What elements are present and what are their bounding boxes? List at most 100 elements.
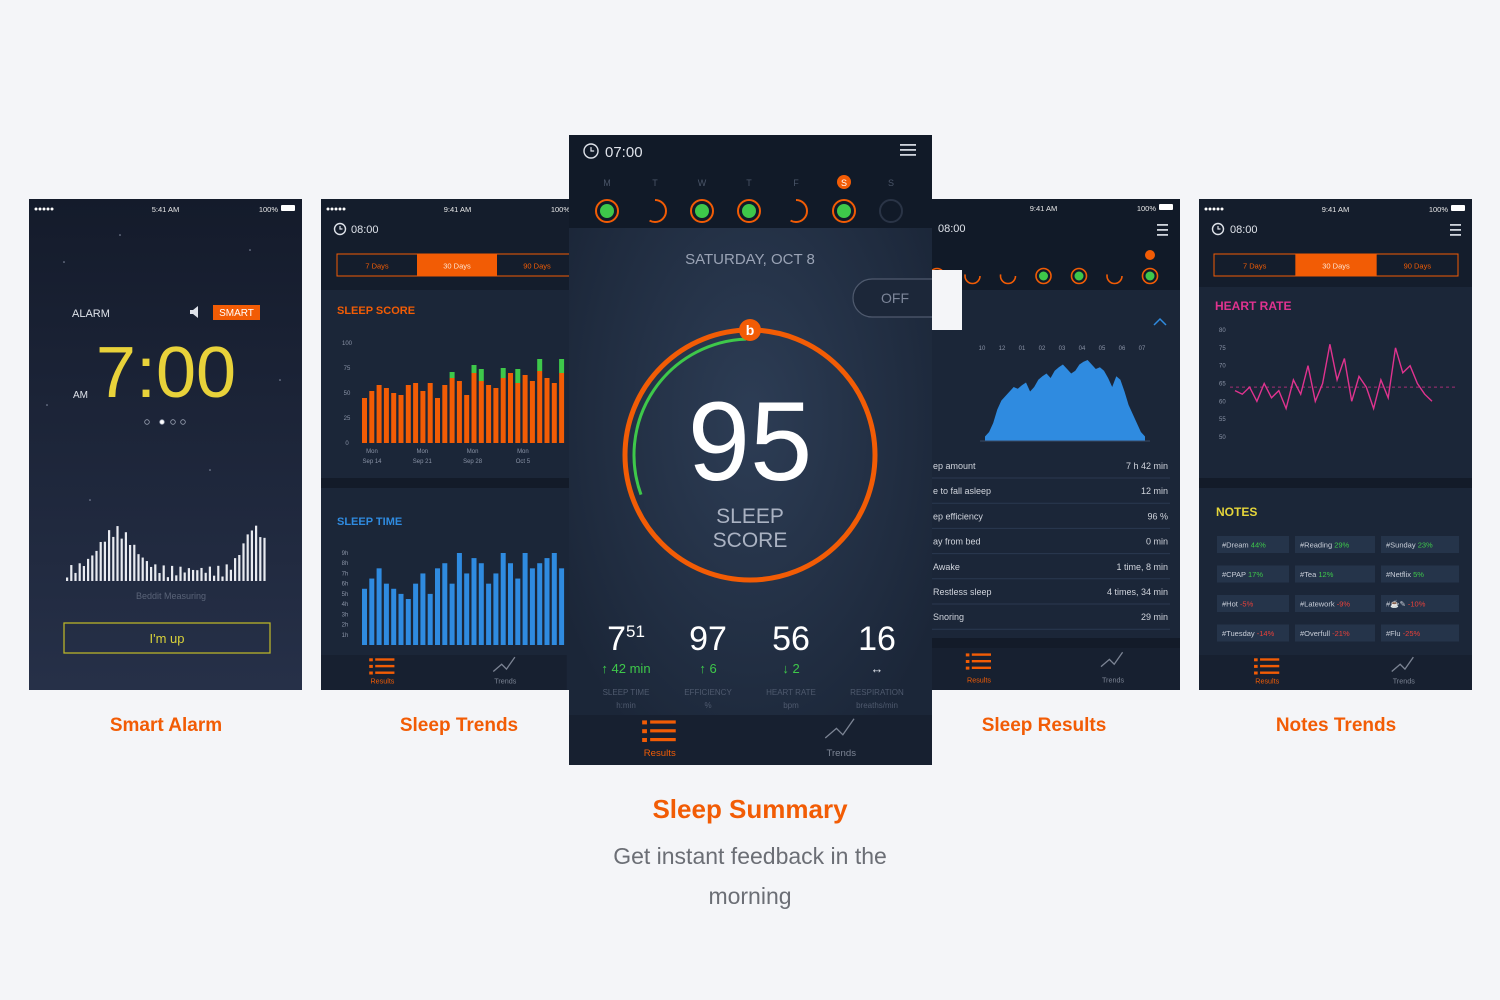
screen-caption: Sleep Results bbox=[982, 715, 1107, 736]
heart-rate-title: HEART RATE bbox=[1215, 299, 1291, 313]
score-tick-label: 50 bbox=[344, 391, 351, 397]
hour-label: 01 bbox=[1019, 346, 1026, 352]
star bbox=[249, 249, 251, 251]
bottom-nav bbox=[1199, 655, 1472, 690]
menu-icon bbox=[1157, 229, 1168, 231]
nav-results: Results bbox=[967, 675, 991, 684]
note-tag[interactable] bbox=[1381, 595, 1459, 612]
date-label: Sep 21 bbox=[413, 459, 433, 465]
note-tag[interactable] bbox=[1381, 565, 1459, 583]
note-tag-text: #Tea 12% bbox=[1300, 570, 1334, 579]
note-tag[interactable] bbox=[1217, 565, 1289, 583]
note-tag[interactable] bbox=[1217, 536, 1289, 553]
score-bar bbox=[456, 381, 462, 443]
measuring-status: Beddit Measuring bbox=[136, 591, 206, 601]
results-icon-line bbox=[375, 658, 395, 661]
score-bar bbox=[405, 385, 411, 443]
summary-right-mask bbox=[932, 270, 962, 330]
sleep-time-title: SLEEP TIME bbox=[337, 516, 402, 528]
section-divider bbox=[907, 638, 1180, 648]
tab-label: 7 Days bbox=[365, 262, 389, 271]
note-tag-change: 17% bbox=[1248, 570, 1263, 579]
score-label: SCORE bbox=[713, 529, 788, 552]
trends-icon bbox=[824, 718, 855, 739]
menu-icon bbox=[1450, 234, 1461, 236]
smart-badge bbox=[213, 305, 260, 320]
screen-caption: Smart Alarm bbox=[110, 715, 222, 736]
sleep-time-bar bbox=[405, 599, 411, 645]
note-tag-change: 29% bbox=[1334, 541, 1349, 550]
tab-active bbox=[417, 254, 497, 276]
score-bonus-bar bbox=[471, 365, 477, 373]
clock-time: 08:00 bbox=[351, 224, 379, 236]
note-tag[interactable] bbox=[1295, 536, 1375, 553]
note-tag[interactable] bbox=[1381, 624, 1459, 642]
sound-wave-bar bbox=[242, 543, 245, 581]
status-battery: 100% bbox=[551, 205, 571, 214]
today-marker bbox=[837, 175, 851, 189]
signal-dot bbox=[42, 207, 46, 211]
sound-wave-bar bbox=[154, 564, 157, 581]
stat-unit: breaths/min bbox=[856, 701, 898, 710]
alarm-time: 7:00 bbox=[96, 333, 236, 413]
note-tag-label: #Netflix bbox=[1386, 570, 1411, 579]
note-tag[interactable] bbox=[1295, 595, 1375, 612]
star bbox=[89, 499, 91, 501]
stat-number: 16 bbox=[858, 620, 896, 658]
nav-trends: Trends bbox=[494, 677, 517, 686]
star bbox=[279, 379, 281, 381]
sound-wave-bar bbox=[229, 569, 232, 581]
sleep-score: 95 bbox=[688, 379, 813, 504]
results-icon-line bbox=[650, 720, 676, 724]
sound-wave-bar bbox=[145, 561, 148, 581]
day-ring bbox=[737, 199, 761, 223]
signal-dot bbox=[338, 207, 342, 211]
signal-dot bbox=[46, 207, 50, 211]
note-tag[interactable] bbox=[1217, 624, 1289, 642]
score-bar bbox=[435, 398, 440, 443]
day-dot bbox=[1039, 271, 1048, 281]
status-time: 9:41 AM bbox=[444, 205, 472, 214]
score-bar bbox=[537, 371, 543, 443]
note-tag-text: #Reading 29% bbox=[1300, 541, 1350, 550]
day-ring bbox=[643, 199, 667, 223]
status-time: 5:41 AM bbox=[152, 205, 180, 214]
sleep-time-bar bbox=[529, 568, 535, 645]
day-ring bbox=[1106, 267, 1123, 285]
note-tag-label: #Latework bbox=[1300, 600, 1335, 609]
note-tag[interactable] bbox=[1295, 565, 1375, 583]
score-bonus-bar bbox=[537, 359, 543, 371]
nav-trends: Trends bbox=[1393, 677, 1416, 686]
sleep-time-bar bbox=[522, 553, 528, 645]
note-tag[interactable] bbox=[1381, 536, 1459, 553]
day-letter: T bbox=[746, 178, 752, 188]
results-icon-dot bbox=[369, 664, 373, 668]
alarm-screen bbox=[29, 199, 302, 690]
sound-wave-bar bbox=[213, 575, 216, 581]
bottom-nav bbox=[569, 715, 932, 765]
signal-dot bbox=[1204, 207, 1208, 211]
note-tag-label: #CPAP bbox=[1222, 570, 1246, 579]
note-tag[interactable] bbox=[1295, 624, 1375, 642]
date-label: Sep 28 bbox=[463, 459, 483, 465]
stat-label: EFFICIENCY bbox=[684, 688, 732, 697]
note-tag[interactable] bbox=[1217, 595, 1289, 612]
hr-tick-label: 75 bbox=[1219, 346, 1226, 352]
day-ring bbox=[964, 267, 981, 285]
note-tag-text: #Netflix 5% bbox=[1386, 570, 1424, 579]
sleep-time-bar bbox=[362, 588, 367, 645]
day-letter: S bbox=[841, 178, 847, 188]
clock-icon bbox=[333, 222, 347, 236]
score-bar bbox=[529, 381, 535, 443]
score-bonus-bar bbox=[478, 369, 484, 381]
trends-icon bbox=[492, 656, 516, 672]
nav-trends: Trends bbox=[1102, 675, 1125, 684]
note-tag-change: -25% bbox=[1403, 629, 1421, 638]
menu-icon bbox=[1450, 229, 1461, 231]
sound-wave-bar bbox=[124, 532, 127, 581]
im-up-button[interactable] bbox=[63, 622, 271, 654]
day-ring bbox=[879, 199, 903, 223]
note-tag-label: #Tuesday bbox=[1222, 629, 1255, 638]
sleep-time-bar bbox=[383, 583, 389, 645]
signal-dot bbox=[326, 207, 330, 211]
